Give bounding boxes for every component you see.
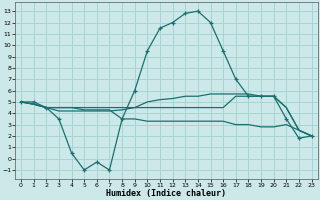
X-axis label: Humidex (Indice chaleur): Humidex (Indice chaleur) — [106, 189, 226, 198]
